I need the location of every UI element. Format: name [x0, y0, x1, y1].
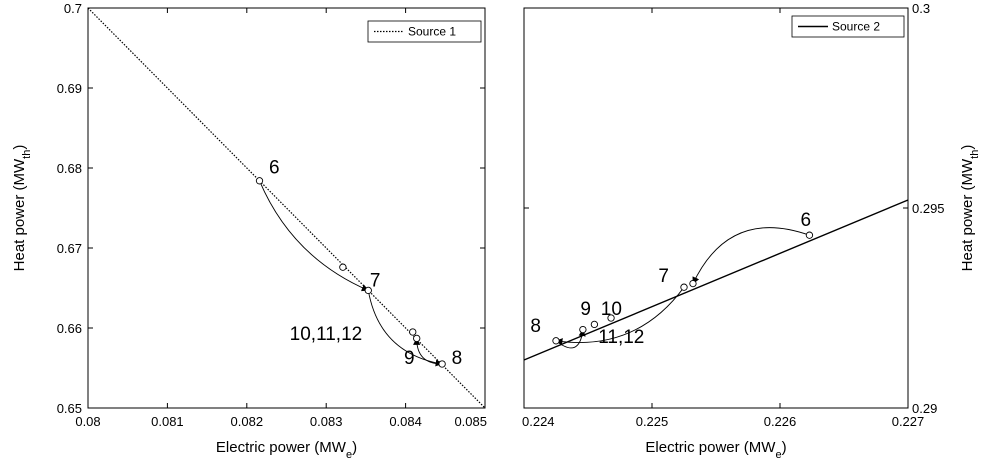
- transition-arc: [413, 337, 443, 365]
- x-tick-label: 0.227: [892, 414, 925, 429]
- y-tick-label: 0.3: [912, 1, 930, 16]
- data-point: [607, 314, 615, 322]
- point-label: 6: [269, 158, 280, 179]
- x-axis-label-main: Electric power (MW: [645, 439, 776, 456]
- x-tick-label: 0.08: [75, 414, 100, 429]
- legend-box: [791, 15, 905, 38]
- point-label: 8: [452, 348, 463, 369]
- data-point: [409, 328, 417, 336]
- data-point: [805, 231, 814, 239]
- data-point: [590, 320, 599, 329]
- data-point: [413, 334, 421, 343]
- transition-arc: [555, 328, 586, 349]
- x-axis-label-main: Electric power (MW: [216, 439, 347, 456]
- x-tick-label: 0.226: [764, 414, 797, 429]
- x-tick-label: 0.084: [389, 414, 422, 429]
- point-label: 10,11,12: [290, 324, 363, 345]
- y-tick-label: 0.7: [64, 1, 82, 16]
- point-label: 7: [658, 266, 669, 287]
- y-tick-label: 0.66: [57, 321, 82, 336]
- point-label: 10: [601, 299, 622, 320]
- y-tick-label: 0.67: [57, 241, 82, 256]
- legend-entry: Source 2: [832, 20, 880, 34]
- point-label: 11,12: [598, 327, 644, 348]
- x-axis-label: Electric power (MWe): [645, 439, 786, 461]
- data-point: [689, 279, 697, 288]
- point-label: 9: [580, 299, 591, 320]
- y-axis-label-main: Heat power (MW: [11, 158, 28, 271]
- chart-panel-source-1: 0.08 0.081 0.082 0.083 0.084 0.085 0.65 0.66 0.6…: [11, 1, 487, 461]
- data-point: [255, 177, 264, 185]
- point-label: 8: [530, 316, 541, 337]
- y-tick-label: 0.295: [912, 201, 945, 216]
- data-point: [680, 283, 688, 291]
- y-tick-label: 0.69: [57, 81, 82, 96]
- data-point: [364, 286, 372, 295]
- data-point: [438, 360, 446, 368]
- transition-arc: [367, 290, 443, 367]
- transition-arc: [555, 286, 685, 346]
- y-axis-label-subscript: th: [21, 150, 33, 159]
- legend-box: [367, 20, 482, 43]
- legend-entry: Source 1: [408, 25, 456, 39]
- data-point: [552, 337, 560, 345]
- transition-arc: [692, 227, 810, 285]
- data-point: [579, 325, 587, 334]
- y-axis-label-subscript: th: [969, 150, 981, 159]
- x-axis-label: Electric power (MWe): [216, 439, 357, 461]
- point-label: 9: [404, 348, 415, 369]
- x-axis-label-subscript: e: [346, 449, 352, 461]
- axes-frame: [87, 7, 486, 409]
- y-axis-label: Heat power (MWth): [959, 145, 981, 272]
- y-tick-label: 0.68: [57, 161, 82, 176]
- y-axis-label-main: Heat power (MW: [959, 158, 976, 271]
- y-tick-label: 0.65: [57, 401, 82, 416]
- transition-arc: [259, 180, 369, 292]
- series-line: [87, 7, 486, 409]
- x-axis-label-close: ): [782, 439, 787, 456]
- x-axis-label-close: ): [352, 439, 357, 456]
- axes-frame: [523, 7, 909, 409]
- x-tick-label: 0.083: [310, 414, 343, 429]
- x-tick-label: 0.082: [231, 414, 264, 429]
- y-axis-label: Heat power (MWth): [11, 145, 33, 272]
- y-axis-label-close: ): [959, 145, 976, 150]
- x-axis-label-subscript: e: [775, 449, 781, 461]
- x-tick-label: 0.081: [151, 414, 184, 429]
- x-tick-label: 0.225: [636, 414, 669, 429]
- y-tick-label: 0.29: [912, 401, 937, 416]
- point-label: 7: [370, 270, 381, 291]
- series-line: [523, 199, 909, 361]
- x-tick-label: 0.224: [522, 414, 555, 429]
- x-tick-label: 0.085: [454, 414, 487, 429]
- y-axis-label-close: ): [11, 145, 28, 150]
- data-point: [339, 263, 347, 271]
- point-label: 6: [800, 210, 811, 231]
